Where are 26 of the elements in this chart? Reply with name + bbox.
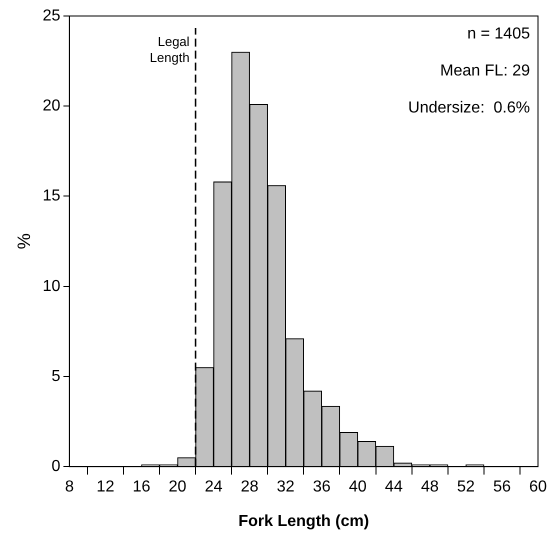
x-tick-label: 36 <box>312 478 331 496</box>
x-tick-label: 48 <box>420 478 439 496</box>
x-tick-label: 24 <box>204 478 223 496</box>
x-tick-label: 20 <box>168 478 187 496</box>
x-tick-label: 52 <box>457 478 475 496</box>
x-tick-label: 40 <box>348 478 367 496</box>
x-tick-label: 56 <box>493 478 511 496</box>
annotation: Mean FL: 29 <box>440 62 530 80</box>
x-tick-label: 32 <box>276 478 295 496</box>
x-axis-title: Fork Length (cm) <box>238 512 370 530</box>
y-tick-label: 0 <box>51 458 60 476</box>
y-tick-label: 10 <box>42 278 60 295</box>
y-tick-label: 25 <box>42 7 60 24</box>
annotation: n = 1405 <box>467 25 530 42</box>
y-tick-label: 5 <box>51 368 60 385</box>
x-tick-label: 8 <box>64 478 74 496</box>
y-tick-label: 20 <box>42 98 60 115</box>
x-tick-label: 12 <box>96 478 114 496</box>
ref-line-label: Legal Length <box>150 34 190 66</box>
x-tick-label: 44 <box>384 478 403 496</box>
x-tick-label: 60 <box>529 478 547 496</box>
x-tick-label: 28 <box>240 478 259 496</box>
annotation: Undersize: 0.6% <box>408 99 530 116</box>
y-tick-label: 15 <box>42 188 60 205</box>
y-axis-title: % <box>14 233 34 250</box>
x-tick-label: 16 <box>132 478 150 496</box>
